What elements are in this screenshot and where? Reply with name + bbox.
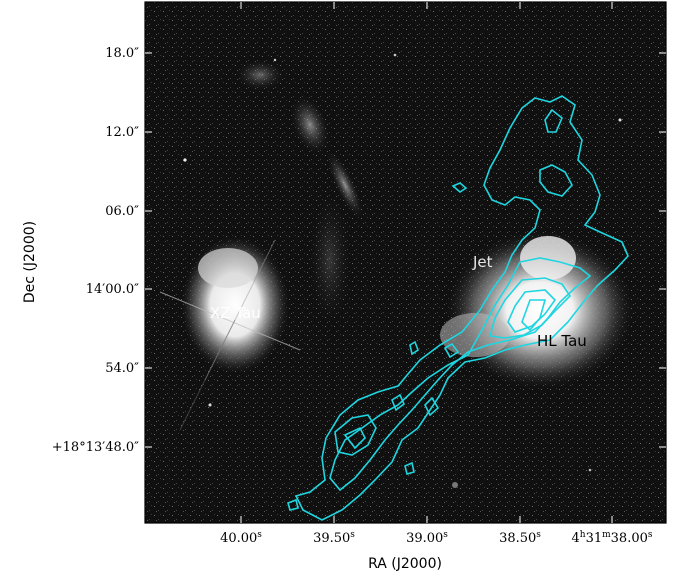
- contour-lower-2: [343, 426, 366, 450]
- contour-small-d: [424, 396, 440, 417]
- y-axis-title: Dec (J2000): [22, 221, 38, 303]
- ra-tick-2: 39.00s: [406, 530, 448, 546]
- contours: [287, 95, 629, 521]
- contour-4: [507, 289, 557, 333]
- label-hl-tau: HL Tau: [537, 332, 587, 350]
- contour-upper-1: [539, 164, 573, 197]
- contour-outer: [294, 95, 629, 521]
- contour-5: [521, 299, 547, 332]
- dec-tick-1: 12.0″: [105, 125, 139, 140]
- x-axis-title: RA (J2000): [368, 556, 442, 572]
- contour-lower-1: [334, 414, 377, 456]
- contour-upper-2: [544, 108, 563, 133]
- label-xz-tau: XZ Tau: [210, 304, 261, 322]
- dec-tick-marks: [145, 52, 666, 448]
- contour-small-b: [409, 340, 419, 356]
- label-jet: Jet: [472, 253, 493, 271]
- dec-tick-5: +18°13′48.0″: [52, 440, 139, 455]
- contour-small-f: [404, 461, 415, 475]
- contour-3: [488, 277, 572, 339]
- dec-tick-2: 06.0″: [105, 204, 139, 219]
- contour-small-e: [391, 393, 405, 412]
- contour-small-g: [287, 498, 299, 511]
- plot-frame: [144, 1, 667, 524]
- contour-small-a: [451, 182, 468, 194]
- dec-tick-4: 54.0″: [105, 361, 139, 376]
- ra-tick-1: 39.50s: [313, 530, 355, 546]
- dec-tick-0: 18.0″: [105, 46, 139, 61]
- ra-tick-4: 4h31m38.00s: [571, 530, 652, 546]
- dec-tick-labels: 18.0″ 12.0″ 06.0″ 14′00.0″ 54.0″ +18°13′…: [52, 46, 139, 455]
- contour-small-c: [443, 342, 460, 359]
- ra-tick-3: 38.50s: [499, 530, 541, 546]
- contour-2: [329, 257, 592, 492]
- sky-image: XZ Tau Jet HL Tau: [145, 2, 666, 523]
- ra-tick-marks: [240, 2, 613, 523]
- dec-tick-3: 14′00.0″: [86, 282, 139, 297]
- ra-tick-labels: 40.00s 39.50s 39.00s 38.50s 4h31m38.00s: [220, 530, 653, 546]
- ra-tick-0: 40.00s: [220, 530, 262, 546]
